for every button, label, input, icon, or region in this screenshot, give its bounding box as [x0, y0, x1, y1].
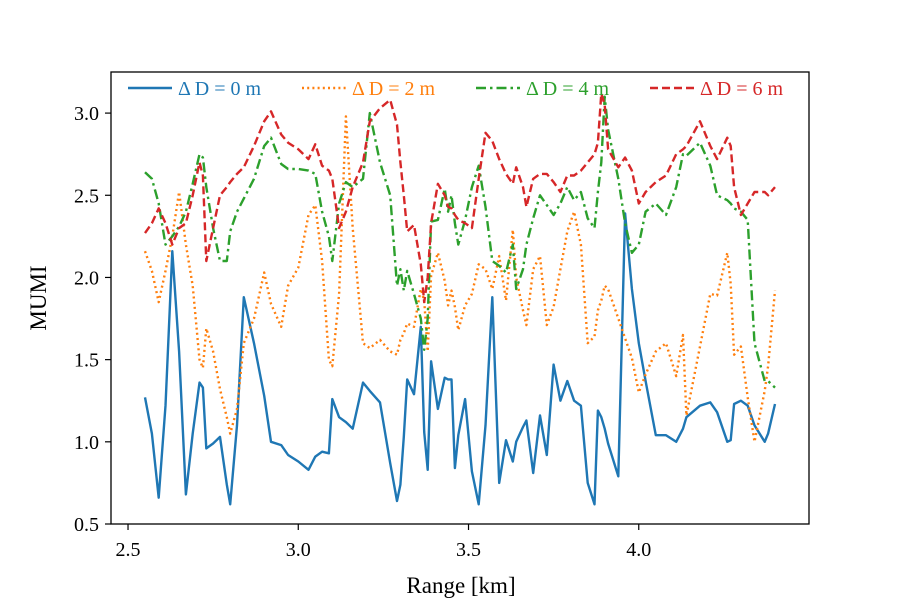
axes-frame — [110, 71, 810, 525]
x-tick-label: 3.0 — [286, 539, 311, 561]
series-line-1 — [143, 115, 777, 443]
series-line-0 — [143, 212, 777, 506]
y-tick-label: 3.0 — [74, 103, 99, 125]
y-tick-label: 1.0 — [74, 432, 99, 454]
x-tick-label: 3.5 — [456, 539, 481, 561]
x-axis-title: Range [km] — [406, 573, 515, 598]
legend-label-2: Δ D = 4 m — [526, 78, 609, 100]
plot-lines — [143, 92, 777, 506]
legend-label-0: Δ D = 0 m — [178, 78, 261, 100]
series-line-3 — [144, 92, 776, 304]
y-tick-label: 2.5 — [74, 185, 99, 207]
x-tick-label: 4.0 — [626, 539, 651, 561]
y-tick-label: 1.5 — [74, 350, 99, 372]
y-axis: 0.5 1.0 1.5 2.0 2.5 3.0 — [74, 103, 111, 536]
legend-label-1: Δ D = 2 m — [352, 78, 435, 100]
y-tick-label: 0.5 — [74, 514, 99, 536]
legend: Δ D = 0 m Δ D = 2 m Δ D = 4 m Δ D = 6 m — [128, 78, 783, 100]
legend-label-3: Δ D = 6 m — [700, 78, 783, 100]
series-line-2 — [144, 95, 776, 389]
x-tick-label: 2.5 — [116, 539, 141, 561]
y-axis-title: MUMI — [26, 265, 51, 330]
y-tick-label: 2.0 — [74, 267, 99, 289]
x-axis: 2.5 3.0 3.5 4.0 — [116, 524, 651, 561]
